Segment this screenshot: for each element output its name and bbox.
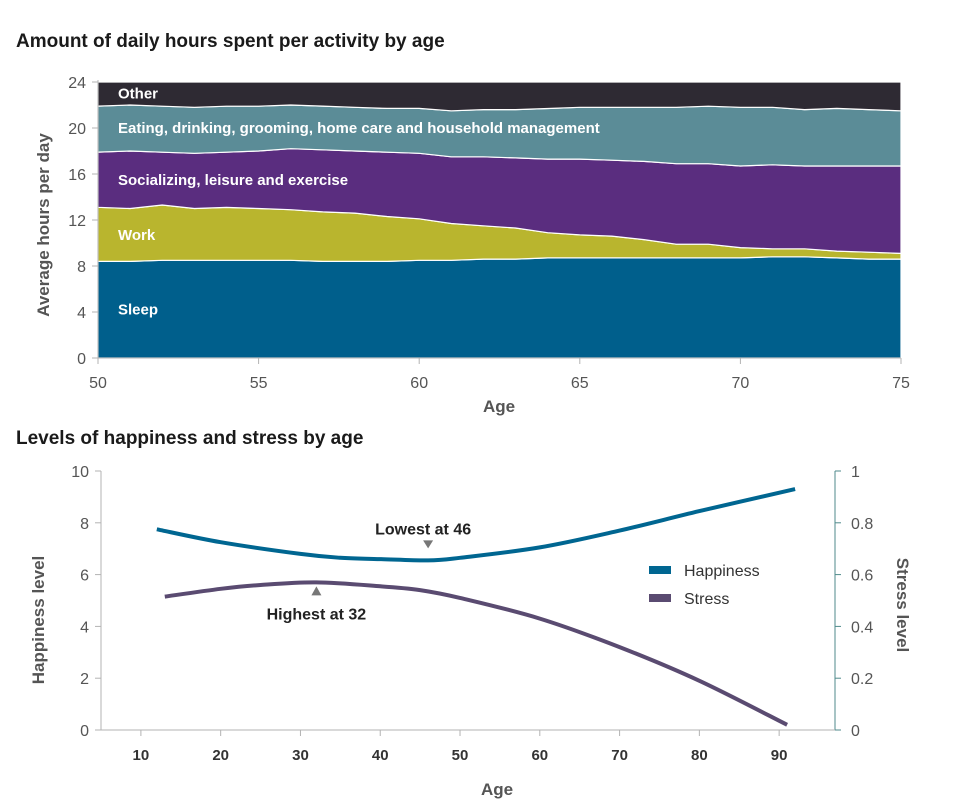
- line-happiness: [156, 487, 796, 563]
- right-y-axis-title: Stress level: [893, 558, 912, 653]
- x-tick-label: 70: [732, 375, 750, 392]
- y-tick-label: 24: [68, 75, 86, 92]
- x-tick-label: 10: [133, 747, 150, 764]
- x-tick-label: 75: [892, 375, 910, 392]
- legend: Happiness Stress: [649, 563, 760, 608]
- left-y-tick-label: 0: [80, 723, 89, 740]
- left-y-tick-label: 10: [71, 464, 89, 481]
- left-y-axis-title: Happiness level: [29, 556, 48, 685]
- y-axis-title: Average hours per day: [34, 133, 53, 317]
- legend-label-stress: Stress: [684, 591, 729, 608]
- series-label-other: Other: [118, 86, 158, 103]
- x-tick-label: 90: [771, 747, 788, 764]
- series-lines: [156, 487, 796, 727]
- legend-swatch-stress: [649, 594, 671, 602]
- legend-label-happiness: Happiness: [684, 563, 760, 580]
- right-y-tick-label: 0.6: [851, 568, 873, 585]
- area-bands: [97, 81, 902, 359]
- left-y-tick-label: 4: [80, 619, 89, 636]
- right-y-tick-label: 0.2: [851, 671, 873, 688]
- x-tick-label: 50: [89, 375, 107, 392]
- y-tick-label: 12: [68, 213, 86, 230]
- y-tick-label: 4: [77, 305, 86, 322]
- right-y-tick-label: 0.8: [851, 516, 873, 533]
- y-tick-label: 0: [77, 351, 86, 368]
- x-axis-title: Age: [483, 397, 515, 416]
- annotation-label: Lowest at 46: [375, 521, 471, 538]
- x-tick-label: 20: [212, 747, 229, 764]
- x-tick-label: 70: [611, 747, 628, 764]
- area-other: [97, 81, 902, 112]
- axis-lines: [95, 470, 841, 736]
- x-tick-label: 55: [250, 375, 268, 392]
- x-tick-label: 60: [410, 375, 428, 392]
- stacked-area-chart: 0 4 8 12 16 20 24 50 55 60 65 70 75 Sleep Work Sociali…: [34, 75, 910, 416]
- series-label-work: Work: [118, 227, 156, 244]
- left-y-tick-label: 6: [80, 568, 89, 585]
- y-tick-label: 16: [68, 167, 86, 184]
- area-chart-title: Amount of daily hours spent per activity…: [16, 31, 445, 52]
- area-sleep: [97, 256, 902, 359]
- right-y-tick-label: 0: [851, 723, 860, 740]
- left-y-tick-label: 2: [80, 671, 89, 688]
- right-y-tick-label: 1: [851, 464, 860, 481]
- series-label-sleep: Sleep: [118, 302, 158, 319]
- left-y-tick-label: 8: [80, 516, 89, 533]
- tick-labels: 0 4 8 12 16 20 24 50 55 60 65 70 75: [68, 75, 910, 392]
- up-triangle-icon: [311, 586, 322, 596]
- series-label-eating-drinking-grooming-home-care-and-household-management: Eating, drinking, grooming, home care an…: [118, 120, 600, 137]
- x-tick-label: 65: [571, 375, 589, 392]
- y-tick-label: 8: [77, 259, 86, 276]
- down-triangle-icon: [423, 540, 434, 549]
- tick-labels: 0 2 4 6 8 10 0 0.2 0.4 0.6 0.8 1 10 20 30 40 50 60 70 80 90: [71, 464, 873, 764]
- legend-swatch-happiness: [649, 566, 671, 574]
- x-tick-label: 60: [531, 747, 548, 764]
- line-stress: [164, 580, 788, 727]
- x-tick-label: 80: [691, 747, 708, 764]
- annotation-label: Highest at 32: [267, 606, 367, 623]
- y-tick-label: 20: [68, 121, 86, 138]
- x-tick-label: 50: [452, 747, 469, 764]
- line-chart-title: Levels of happiness and stress by age: [16, 428, 364, 449]
- annotations: Lowest at 46 Highest at 32: [267, 521, 472, 623]
- right-y-tick-label: 0.4: [851, 619, 873, 636]
- x-axis-title: Age: [481, 780, 513, 799]
- x-tick-label: 40: [372, 747, 389, 764]
- series-labels: Sleep Work Socializing, leisure and exerci…: [118, 86, 600, 319]
- series-label-socializing-leisure-and-exercise: Socializing, leisure and exercise: [118, 172, 348, 189]
- x-tick-label: 30: [292, 747, 309, 764]
- axis-lines: [92, 80, 902, 364]
